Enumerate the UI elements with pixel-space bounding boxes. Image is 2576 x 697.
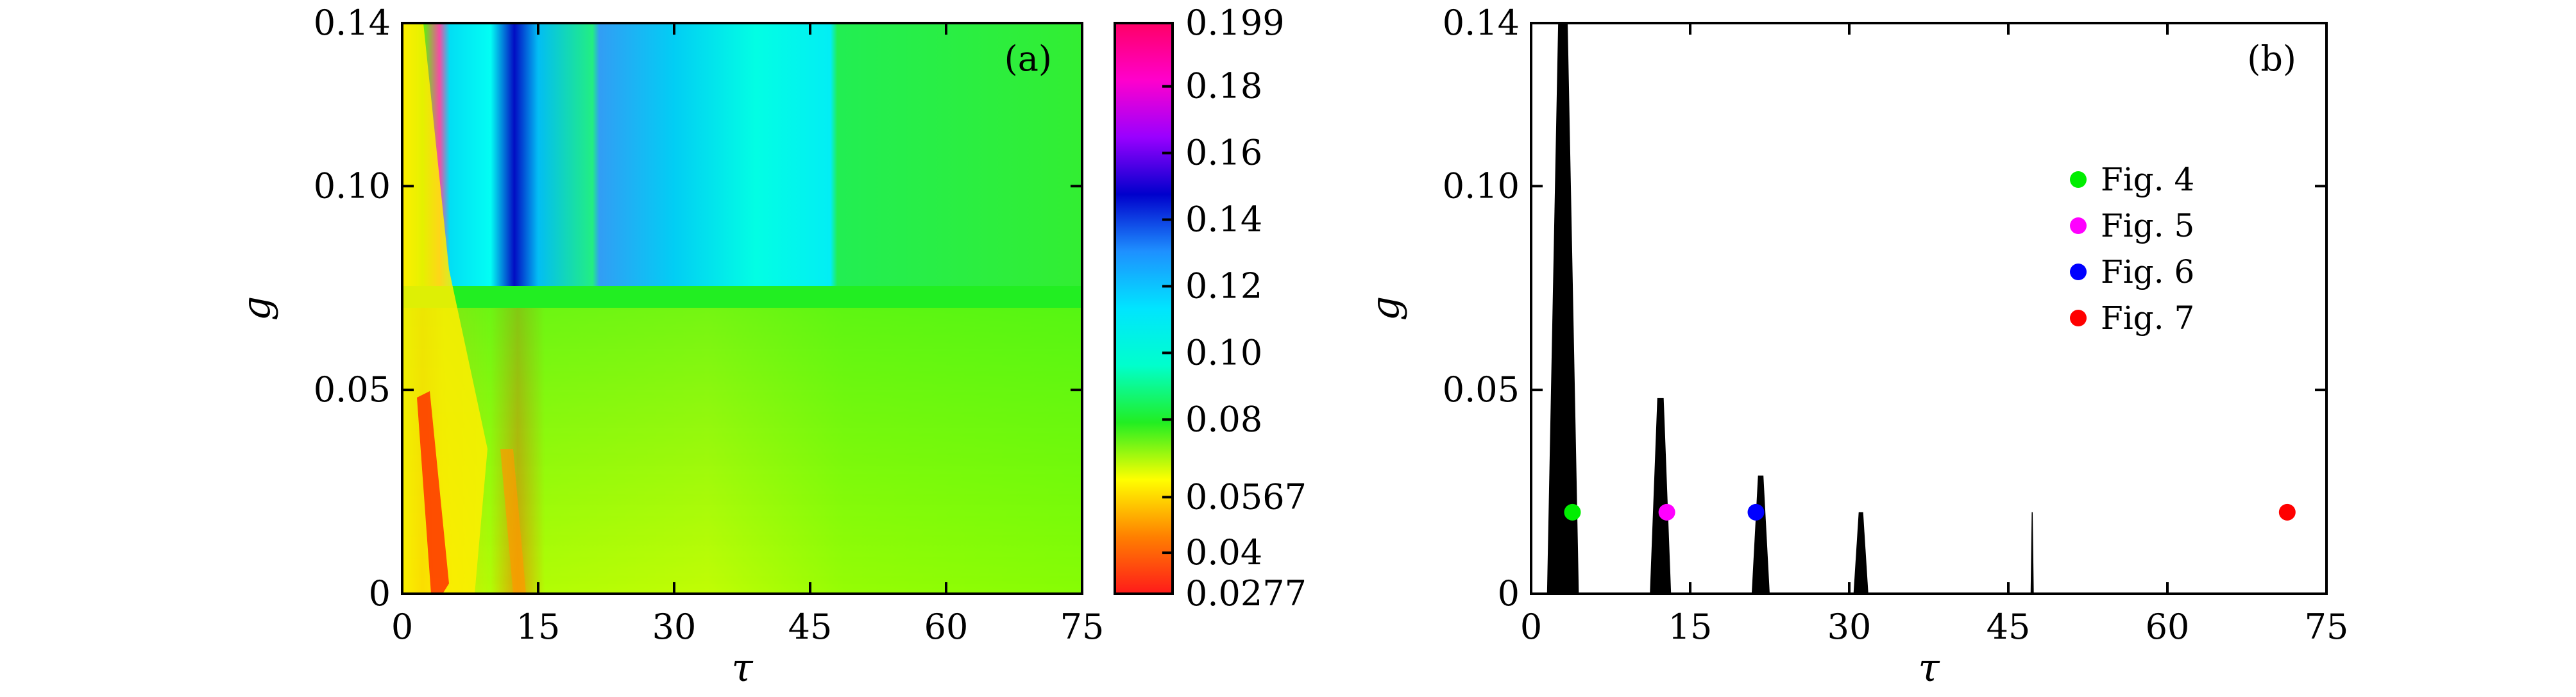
data-point	[1564, 503, 1581, 521]
heatmap-panel: 0 15 30 45 60 75 0 0.05 0.10 0.14 (a) τ g	[234, 3, 1104, 691]
panel-a-x-tick-label: 15	[516, 607, 561, 647]
heatmap-frame	[401, 22, 1083, 595]
panel-b-y-tick-label: 0.14	[1443, 3, 1520, 43]
stability-region	[1751, 475, 1770, 594]
panel-b-x-tick-label: 0	[1520, 607, 1542, 647]
data-point	[2278, 503, 2296, 521]
panel-a-x-tick-label: 30	[652, 607, 697, 647]
panel-b-background	[1531, 23, 2326, 594]
colorbar-tick-label: 0.16	[1185, 133, 1262, 173]
panel-a-x-tick-label: 60	[924, 607, 969, 647]
legend-marker	[2070, 264, 2087, 280]
panel-b-y-tick-label: 0.10	[1443, 165, 1520, 206]
panel-label-a: (a)	[1004, 38, 1052, 79]
panel-a-y-tick-label: 0.10	[314, 165, 391, 206]
panel-b-x-tick-label: 75	[2305, 607, 2349, 647]
panel-a-y-tick-label: 0.05	[314, 369, 391, 410]
heatmap-orange-ridge	[500, 449, 526, 594]
legend-label: Fig. 4	[2101, 161, 2194, 198]
panel-a-x-tick-label: 75	[1060, 607, 1105, 647]
colorbar-tick-label: 0.199	[1185, 3, 1285, 43]
legend-label: Fig. 6	[2101, 253, 2194, 290]
stability-region	[1546, 23, 1579, 594]
colorbar-tick-label: 0.14	[1185, 199, 1262, 240]
panel-b-x-tick-label: 15	[1668, 607, 1713, 647]
panel-a-y-tick-label: 0.14	[314, 3, 391, 43]
colorbar-tick-label: 0.04	[1185, 532, 1262, 573]
panel-a-y-tick-label: 0	[369, 573, 391, 614]
panel-label-b: (b)	[2247, 38, 2296, 79]
stability-region	[1853, 512, 1868, 594]
heatmap-red-ridge	[417, 391, 449, 594]
legend-label: Fig. 5	[2101, 207, 2194, 244]
legend-marker	[2070, 171, 2087, 188]
colorbar-tick-label: 0.08	[1185, 399, 1262, 439]
panel-b-y-tick-label: 0.05	[1443, 369, 1520, 410]
colorbar-tick-label: 0.18	[1185, 66, 1262, 106]
stability-region	[2030, 512, 2034, 594]
colorbar-tick-label: 0.0567	[1185, 476, 1307, 517]
legend-label: Fig. 7	[2101, 299, 2194, 337]
x-axis-label-b: τ	[1918, 646, 1940, 691]
panel-b-x-tick-label: 30	[1827, 607, 1872, 647]
legend: Fig. 4 Fig. 5 Fig. 6 Fig. 7	[2070, 161, 2194, 337]
colorbar-tick-label: 0.0277	[1185, 573, 1307, 614]
panel-a-x-tick-label: 0	[391, 607, 413, 647]
panel-a-x-tick-label: 45	[788, 607, 833, 647]
panel-b-x-tick-label: 45	[1987, 607, 2031, 647]
y-axis-label-b: g	[1363, 296, 1408, 321]
colorbar-tick-label: 0.10	[1185, 332, 1262, 373]
colorbar-gradient	[1115, 23, 1173, 594]
panel-b-frame	[1530, 22, 2328, 595]
colorbar-tick-label: 0.12	[1185, 265, 1262, 306]
heatmap-upper-band	[402, 23, 1082, 286]
stability-region	[1650, 398, 1672, 594]
legend-marker	[2070, 217, 2087, 234]
data-point	[1747, 503, 1765, 521]
data-point	[1658, 503, 1675, 521]
panel-b-y-tick-label: 0	[1498, 573, 1520, 614]
y-axis-label-a: g	[234, 296, 279, 321]
legend-marker	[2070, 310, 2087, 326]
panel-b-x-tick-label: 60	[2146, 607, 2190, 647]
x-axis-label-a: τ	[731, 646, 753, 691]
colorbar-frame	[1114, 22, 1174, 595]
